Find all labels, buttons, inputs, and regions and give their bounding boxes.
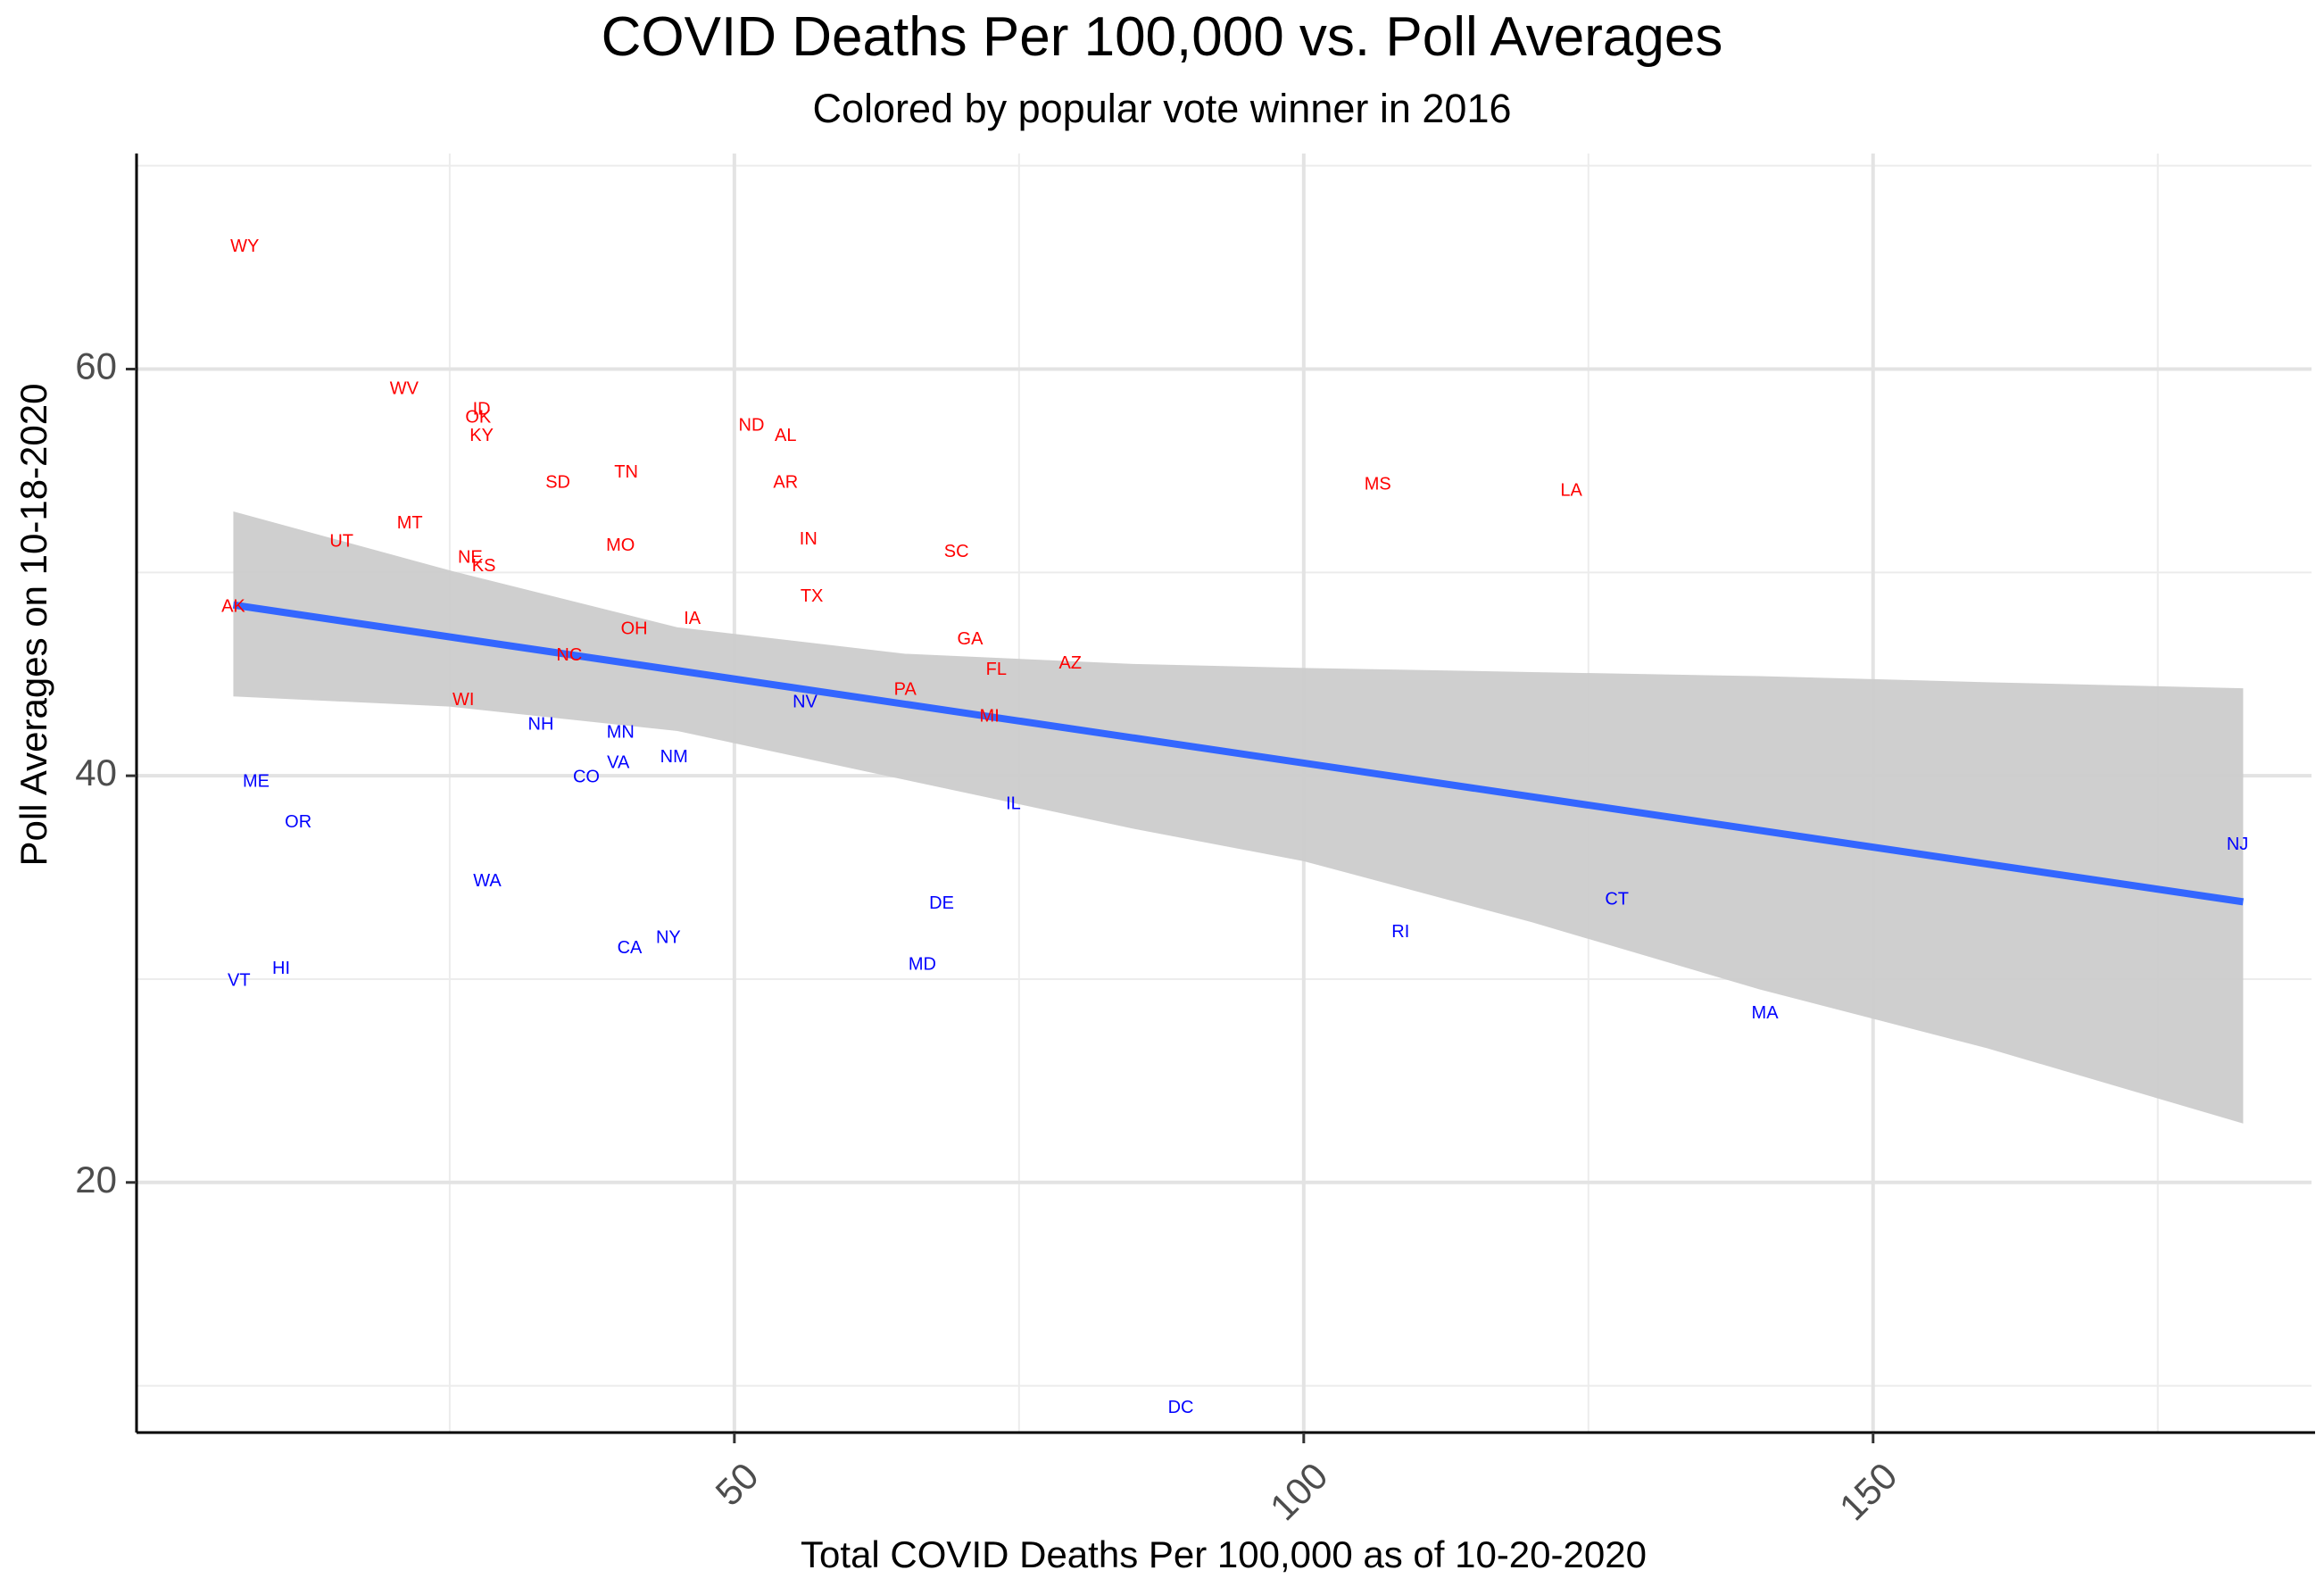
state-label-ca: CA: [618, 938, 643, 958]
state-label-md: MD: [909, 954, 936, 974]
y-tick-label: 20: [75, 1159, 117, 1200]
state-label-ok: OK: [465, 407, 492, 427]
x-axis-ticks: 50 100 150: [707, 1433, 1905, 1528]
state-label-mn: MN: [607, 723, 635, 743]
state-label-de: DE: [929, 893, 954, 913]
state-label-nd: ND: [739, 416, 765, 436]
state-label-fl: FL: [986, 660, 1007, 679]
state-label-mo: MO: [606, 536, 635, 555]
state-label-az: AZ: [1058, 653, 1082, 673]
state-label-al: AL: [775, 426, 796, 445]
state-label-ia: IA: [684, 609, 701, 628]
y-axis-title: Poll Averages on 10-18-2020: [12, 383, 54, 867]
state-label-tx: TX: [801, 586, 824, 606]
state-label-oh: OH: [621, 619, 648, 638]
state-label-co: CO: [573, 768, 600, 787]
state-label-ut: UT: [329, 531, 353, 551]
state-label-ny: NY: [656, 928, 681, 948]
y-tick-label: 60: [75, 345, 117, 387]
state-label-wv: WV: [390, 379, 419, 399]
state-label-il: IL: [1006, 793, 1021, 813]
confidence-ribbon: [233, 511, 2244, 1124]
state-label-va: VA: [607, 753, 630, 773]
state-label-sc: SC: [944, 542, 969, 561]
state-label-mt: MT: [397, 513, 423, 533]
state-label-wi: WI: [452, 690, 474, 710]
state-label-hi: HI: [272, 959, 290, 978]
state-label-nh: NH: [528, 714, 554, 734]
state-label-ga: GA: [958, 629, 984, 649]
y-axis-ticks: 20 40 60: [75, 345, 137, 1200]
state-label-wy: WY: [230, 237, 259, 256]
state-label-ma: MA: [1752, 1003, 1780, 1023]
state-label-sd: SD: [545, 472, 570, 492]
state-label-la: LA: [1560, 480, 1582, 500]
x-tick-label: 50: [707, 1455, 766, 1514]
state-label-or: OR: [285, 812, 311, 832]
x-axis-title: Total COVID Deaths Per 100,000 as of 10-…: [801, 1533, 1647, 1575]
state-label-ms: MS: [1365, 475, 1391, 494]
state-label-dc: DC: [1168, 1398, 1194, 1417]
state-label-nj: NJ: [2227, 835, 2248, 854]
regression-line: [232, 601, 2245, 906]
state-label-me: ME: [243, 771, 270, 791]
state-label-tn: TN: [614, 462, 638, 482]
state-label-ne: NE: [458, 548, 483, 568]
x-tick-label: 100: [1262, 1455, 1336, 1529]
state-label-wa: WA: [473, 871, 502, 891]
state-label-ct: CT: [1605, 889, 1629, 909]
state-label-in: IN: [800, 529, 818, 549]
state-label-nm: NM: [660, 747, 688, 767]
state-label-ks: KS: [472, 556, 496, 576]
state-label-ky: KY: [469, 426, 494, 445]
chart-subtitle: Colored by popular vote winner in 2016: [812, 86, 1512, 131]
y-tick-label: 40: [75, 752, 117, 793]
x-tick-label: 150: [1831, 1455, 1905, 1529]
state-label-nv: NV: [793, 692, 818, 711]
state-label-mi: MI: [980, 706, 1000, 726]
state-label-id: ID: [473, 399, 491, 419]
state-label-ri: RI: [1391, 922, 1409, 942]
state-label-ak: AK: [221, 596, 245, 616]
chart-title: COVID Deaths Per 100,000 vs. Poll Averag…: [601, 6, 1723, 68]
state-label-ar: AR: [773, 472, 798, 492]
state-label-pa: PA: [894, 680, 917, 700]
state-label-vt: VT: [228, 971, 251, 991]
state-label-nc: NC: [556, 645, 582, 665]
